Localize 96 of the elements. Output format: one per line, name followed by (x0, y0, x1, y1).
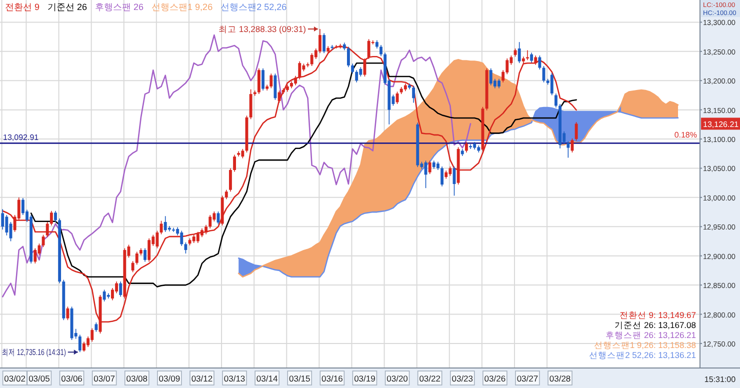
candlestick (351, 63, 354, 74)
candlestick (144, 248, 146, 262)
x-tick-label: 03/13 (224, 374, 246, 384)
candlestick (184, 242, 188, 254)
candlestick (574, 122, 578, 142)
candlestick (135, 251, 138, 266)
candlestick (131, 260, 134, 273)
candlestick (233, 154, 236, 172)
candlestick (204, 224, 208, 235)
candlestick (489, 68, 492, 86)
text: 15:31:00 (704, 375, 736, 384)
candlestick (119, 281, 122, 298)
candlestick (257, 68, 260, 94)
candlestick (298, 60, 302, 80)
x-tick-label: 03/06 (61, 374, 83, 384)
candlestick (498, 78, 500, 89)
x-tick-label: 03/09 (158, 374, 180, 384)
candlestick (110, 288, 114, 301)
candlestick (534, 55, 538, 66)
candlestick (530, 52, 534, 63)
annotation: 13,126.21 (703, 120, 740, 130)
text: 전환선 9 (5, 2, 40, 12)
x-tick-label: 03/26 (484, 374, 506, 384)
candlestick (78, 334, 82, 353)
line-series (2, 34, 472, 298)
candlestick (440, 166, 444, 187)
x-tick-label: 03/08 (126, 374, 148, 384)
x-tick-label: 03/23 (452, 374, 474, 384)
candlestick (428, 160, 432, 174)
candlestick (249, 88, 252, 120)
candlestick (566, 140, 570, 158)
x-tick-label: 03/07 (94, 374, 116, 384)
candlestick (66, 306, 70, 320)
annotation: 선행스팬1 9,26: 13,158.38 (594, 340, 696, 350)
candlestick (196, 232, 200, 244)
candlestick (310, 52, 314, 66)
candlestick (554, 93, 558, 108)
candlestick (380, 44, 382, 56)
candlestick (294, 76, 298, 86)
x-tick-label: 03/20 (386, 374, 408, 384)
candlestick (228, 168, 232, 192)
annotation: 선행스팬2 52,26: 13,136.21 (589, 350, 696, 360)
candlestick (50, 210, 53, 226)
candlestick (538, 55, 542, 70)
text: 후행스팬 26 (95, 2, 144, 12)
annotation: 최고 13,288.33 (09:31) (218, 24, 306, 34)
candlestick (90, 328, 94, 342)
x-tick-label: 03/27 (516, 374, 538, 384)
candlestick (46, 222, 49, 238)
candlestick (160, 220, 163, 235)
x-tick-label: 03/28 (549, 374, 571, 384)
candlestick (526, 50, 529, 61)
candlestick (148, 238, 151, 262)
candlestick (241, 148, 244, 159)
x-tick-label: 03/12 (191, 374, 213, 384)
candlestick (102, 289, 106, 302)
candlestick (262, 68, 264, 91)
annotation: 최저 12,735.16 (14:31) (2, 347, 90, 358)
candlestick (82, 341, 86, 352)
x-tick-label: 03/02 (4, 374, 26, 384)
text: 선행스팬2 52,26 (220, 2, 287, 12)
candlestick (34, 248, 37, 264)
text: 선행스팬1 9,26 (152, 2, 213, 12)
candlestick (448, 166, 452, 176)
candlestick (164, 216, 167, 232)
candlestick (5, 214, 8, 236)
annotation: 후행스팬 26: 13,126.21 (606, 330, 696, 340)
candlestick (412, 85, 416, 104)
annotation: 0.18% (674, 130, 697, 140)
candlestick (208, 214, 212, 229)
candlestick (550, 72, 554, 96)
candlestick (346, 46, 350, 68)
x-tick-label: 03/19 (354, 374, 376, 384)
candlestick (42, 234, 45, 248)
ref-line-label: 13,092.91 (3, 133, 40, 142)
candlestick (94, 322, 98, 332)
candlestick (180, 230, 184, 246)
candlestick (54, 210, 57, 222)
candlestick (1, 208, 4, 230)
x-tick-label: 03/15 (288, 374, 311, 384)
x-tick-label: 03/22 (419, 374, 441, 384)
x-tick-label: 03/16 (322, 374, 344, 384)
candlestick (464, 142, 468, 153)
annotation: 기준선 26: 13,167.08 (614, 320, 696, 330)
candlestick (270, 73, 273, 89)
candlestick (322, 32, 326, 54)
candlestick (172, 227, 175, 232)
candlestick (318, 28, 322, 54)
annotation: 전환선 9: 13,149.67 (619, 310, 696, 320)
candlestick (355, 70, 358, 83)
text: 기준선 26 (48, 2, 88, 12)
candlestick (224, 189, 228, 200)
candlestick (359, 66, 362, 77)
x-tick-label: 03/14 (256, 374, 278, 384)
candlestick (518, 42, 521, 64)
x-tick-label: 03/05 (28, 374, 50, 384)
